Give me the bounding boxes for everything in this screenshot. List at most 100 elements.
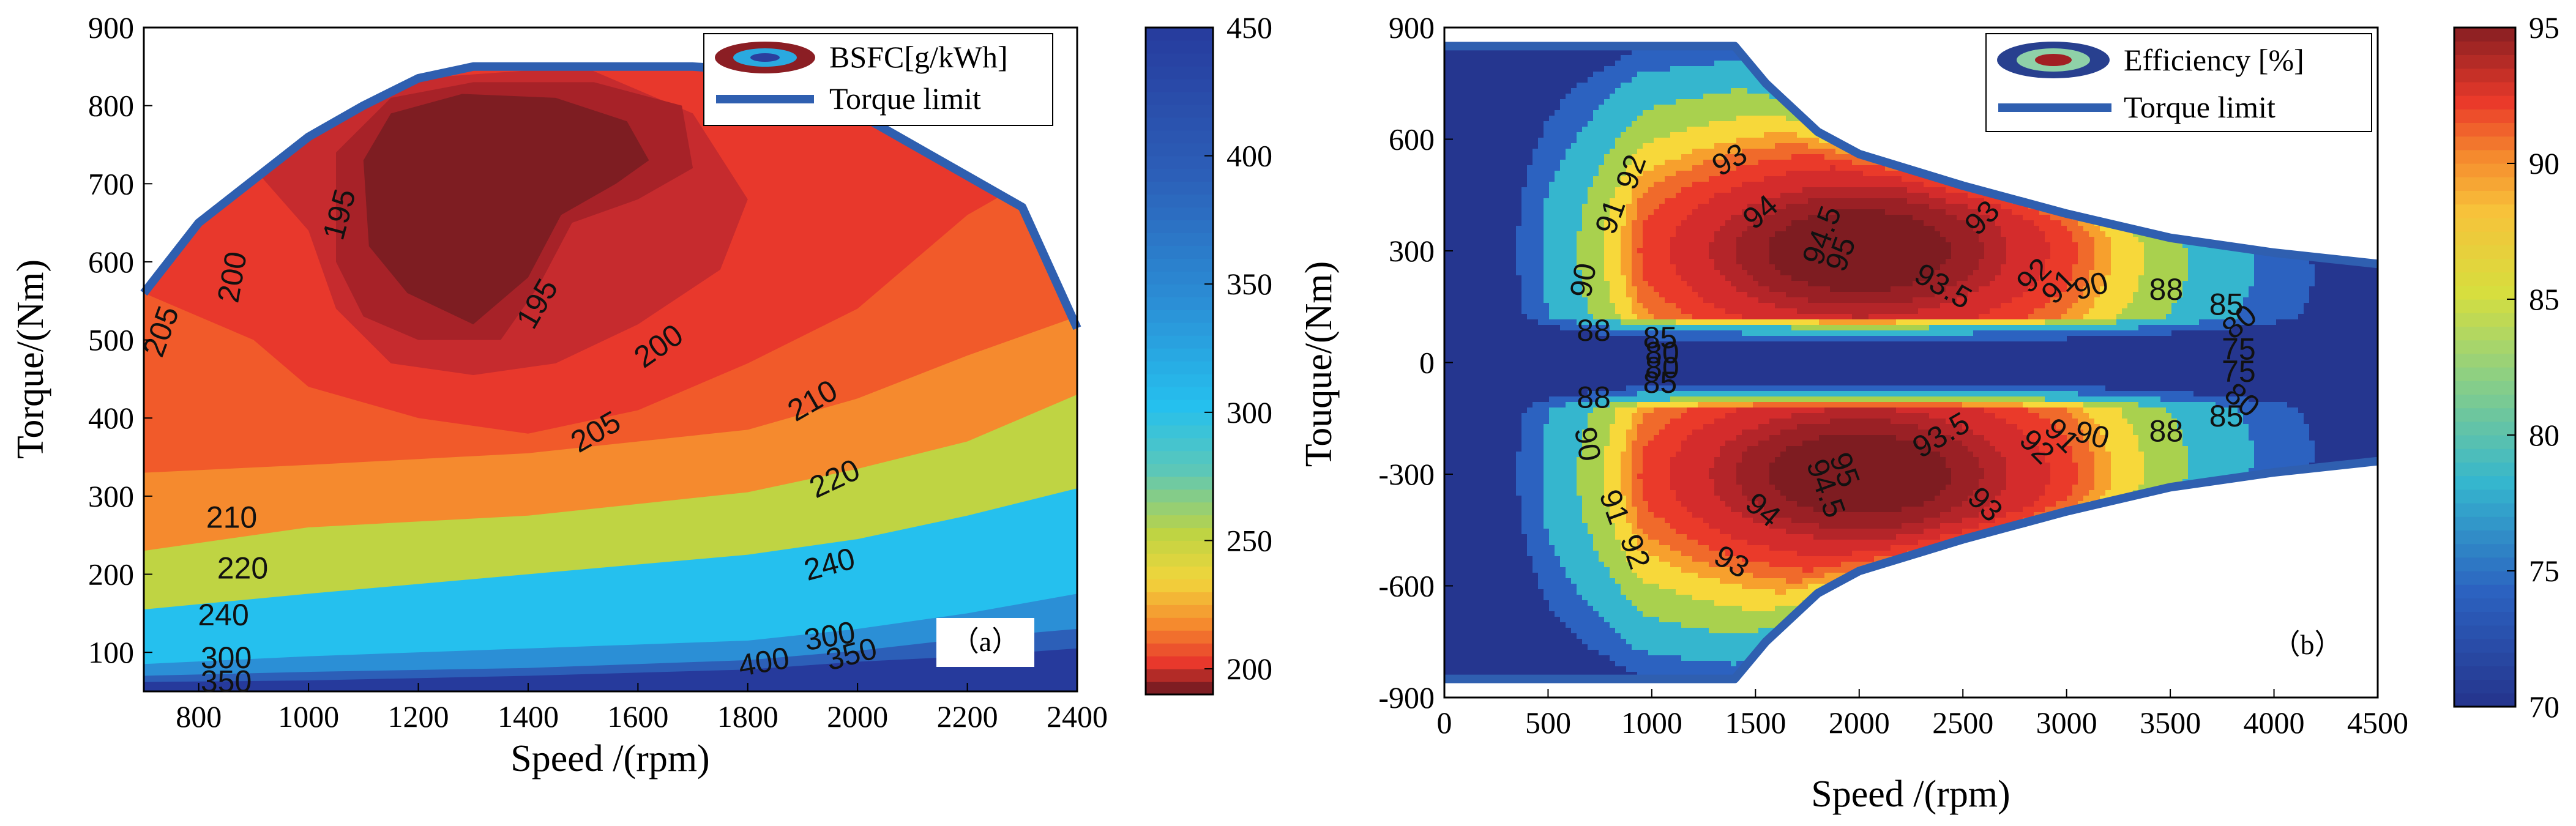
efficiency-cell-4476 (1643, 490, 1649, 496)
efficiency-cell-3339 (1593, 275, 1599, 281)
panel-label-box-a (936, 618, 1034, 667)
efficiency-cell-2283 (1544, 507, 1550, 513)
efficiency-cell-1336 (1499, 666, 1506, 672)
efficiency-cell-305 (1455, 363, 1462, 370)
efficiency-cell-2983 (1577, 330, 1583, 337)
efficiency-cell-534 (1466, 281, 1473, 287)
efficiency-cell-3695 (1610, 220, 1616, 226)
colorbar-a-tick-label-3: 350 (1226, 267, 1272, 301)
efficiency-cell-1420 (1505, 457, 1511, 463)
efficiency-cell-4308 (1637, 237, 1643, 243)
efficiency-cell-3749 (1610, 518, 1616, 524)
efficiency-cell-44 (1444, 270, 1450, 276)
efficiency-cell-4483 (1643, 529, 1649, 535)
efficiency-cell-4836 (1659, 457, 1665, 463)
efficiency-cell-4124 (1626, 567, 1632, 573)
efficiency-cell-1058 (1488, 479, 1495, 485)
efficiency-cell-2786 (1566, 589, 1572, 595)
efficiency-cell-3928 (1621, 160, 1627, 166)
efficiency-cell-2226 (1544, 193, 1550, 199)
efficiency-cell-1900 (1527, 413, 1533, 419)
efficiency-cell-36 (1444, 226, 1450, 232)
efficiency-cell-199 (1450, 452, 1456, 458)
efficiency-cell-458 (1461, 534, 1467, 540)
efficiency-cell-1552 (1510, 512, 1517, 518)
efficiency-cell-1554 (1510, 523, 1517, 529)
efficiency-cell-54 (1444, 325, 1450, 331)
efficiency-cell-2516 (1555, 446, 1561, 452)
efficiency-cell-291 (1455, 286, 1462, 292)
efficiency-cell-1378 (1505, 226, 1511, 232)
efficiency-cell-2772 (1566, 512, 1572, 518)
efficiency-cell-1773 (1521, 385, 1528, 392)
efficiency-cell-4582 (1648, 402, 1654, 408)
efficiency-cell-2425 (1549, 617, 1555, 623)
efficiency-cell-3104 (1582, 325, 1588, 331)
efficiency-cell-4416 (1643, 160, 1649, 166)
efficiency-cell-180 (1450, 347, 1456, 353)
efficiency-cell-1119 (1494, 143, 1500, 149)
efficiency-cell-2157 (1538, 485, 1544, 491)
efficiency-cell-1817 (1521, 628, 1528, 634)
efficiency-cell-2001 (1533, 297, 1539, 303)
efficiency-cell-163 (1450, 253, 1456, 259)
efficiency-cell-864 (1483, 83, 1489, 89)
efficiency-cell-1371 (1505, 187, 1511, 193)
efficiency-cell-2246 (1544, 303, 1550, 309)
efficiency-cell-3265 (1588, 540, 1594, 546)
efficiency-cell-1448 (1505, 611, 1511, 617)
efficiency-cell-4064 (1626, 237, 1632, 243)
efficiency-cell-4356 (1637, 501, 1643, 507)
efficiency-cell-4153 (1632, 55, 1638, 61)
efficiency-cell-3501 (1599, 496, 1605, 502)
efficiency-cell-395 (1461, 187, 1467, 193)
efficiency-cell-3637 (1604, 573, 1610, 579)
efficiency-cell-653 (1472, 264, 1478, 270)
efficiency-cell-701 (1472, 529, 1478, 535)
efficiency-cell-2812 (1571, 61, 1577, 67)
efficiency-cell-1903 (1527, 430, 1533, 436)
efficiency-cell-3861 (1615, 463, 1621, 469)
efficiency-cell-3641 (1604, 595, 1610, 601)
efficiency-cell-3033 (1577, 606, 1583, 612)
efficiency-cell-4795 (1659, 231, 1665, 237)
efficiency-cell-3441 (1599, 165, 1605, 171)
efficiency-cell-220 (1450, 567, 1456, 573)
efficiency-cell-1532 (1510, 402, 1517, 408)
colorbar-a-band-0 (1146, 682, 1213, 695)
efficiency-cell-4770 (1659, 94, 1665, 100)
efficiency-cell-633 (1472, 154, 1478, 160)
efficiency-cell-696 (1472, 501, 1478, 507)
efficiency-cell-1927 (1527, 562, 1533, 568)
efficiency-cell-4196 (1632, 292, 1638, 298)
efficiency-cell-3148 (1582, 567, 1588, 573)
efficiency-cell-4675 (1654, 242, 1660, 248)
efficiency-cell-967 (1483, 650, 1489, 656)
efficiency-cell-2726 (1566, 259, 1572, 265)
efficiency-cell-2451 (1555, 88, 1561, 94)
efficiency-cell-1087 (1488, 639, 1495, 645)
efficiency-cell-38 (1444, 237, 1450, 243)
efficiency-cell-2151 (1538, 452, 1544, 458)
efficiency-cell-1885 (1527, 330, 1533, 337)
efficiency-cell-3734 (1610, 435, 1616, 441)
efficiency-cell-3407 (1593, 650, 1599, 656)
efficiency-cell-838 (1477, 611, 1484, 617)
efficiency-cell-2031 (1533, 463, 1539, 469)
efficiency-cell-778 (1477, 281, 1484, 287)
efficiency-cell-538 (1466, 303, 1473, 309)
efficiency-cell-1110 (1494, 94, 1500, 100)
efficiency-cell-3444 (1599, 182, 1605, 188)
efficiency-cell-1737 (1521, 187, 1528, 193)
efficiency-cell-4738 (1654, 589, 1660, 595)
efficiency-cell-3144 (1582, 545, 1588, 551)
efficiency-cell-2785 (1566, 584, 1572, 590)
efficiency-cell-4009 (1621, 606, 1627, 612)
efficiency-cell-1499 (1510, 220, 1517, 226)
colorbar-a-band-44 (1146, 117, 1213, 131)
efficiency-cell-2632 (1560, 413, 1566, 419)
efficiency-cell-4781 (1659, 154, 1665, 160)
efficiency-cell-4031 (1626, 55, 1632, 61)
efficiency-cell-4718 (1654, 479, 1660, 485)
